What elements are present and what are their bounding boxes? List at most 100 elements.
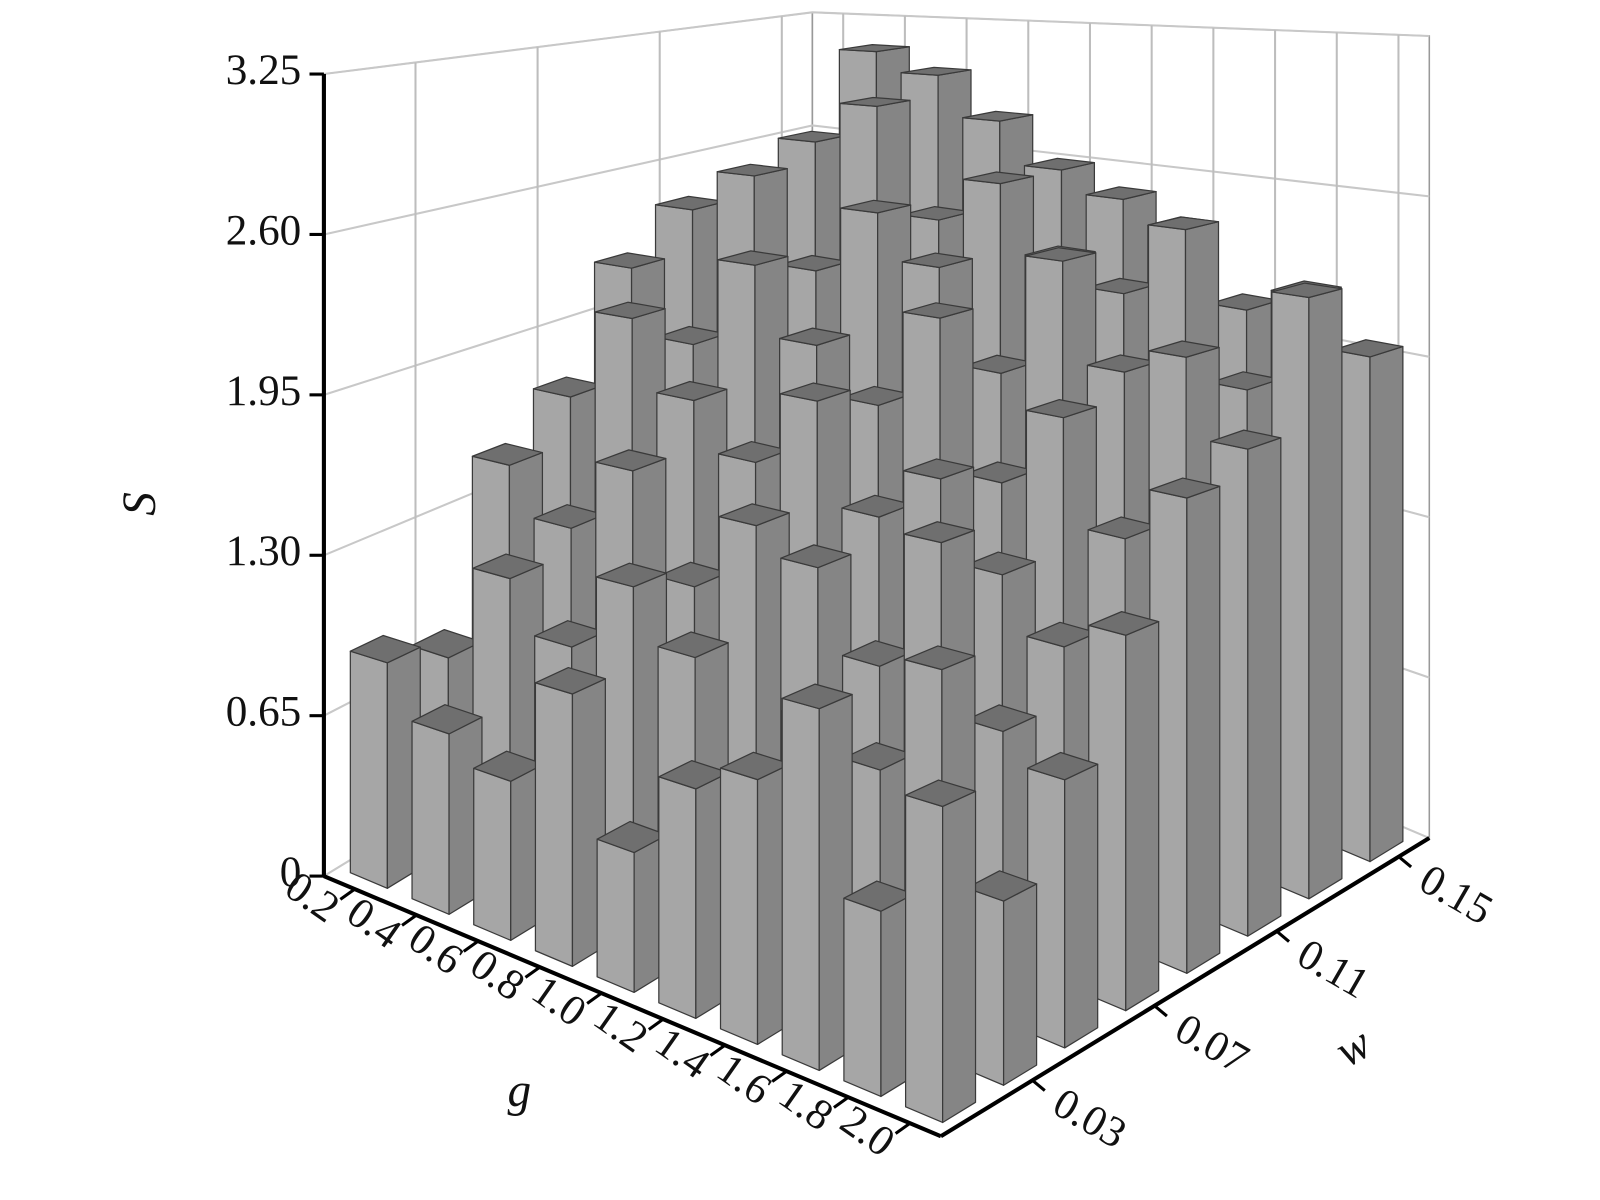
- bar-front: [534, 682, 574, 967]
- bar-top: [656, 380, 728, 402]
- bar-top: [840, 199, 912, 214]
- bar-top: [1148, 340, 1220, 358]
- bar-top: [594, 301, 666, 320]
- bar: [1332, 339, 1404, 863]
- bar-top: [1149, 477, 1221, 499]
- bar: [1210, 429, 1282, 937]
- bar-top: [472, 553, 544, 580]
- bar-side: [1064, 763, 1099, 1049]
- x-tick-label: 2.0: [832, 1097, 903, 1166]
- bar-front: [904, 794, 944, 1124]
- bar-top: [962, 110, 1034, 122]
- bar-side: [1125, 620, 1160, 1012]
- bar-top: [1088, 611, 1160, 636]
- bar: [843, 880, 915, 1098]
- bar: [473, 750, 545, 941]
- bar-top: [903, 521, 975, 544]
- bar-top: [779, 382, 851, 402]
- x-tick: [524, 965, 541, 979]
- bar-side: [1002, 883, 1038, 1086]
- z-tick-label: 1.30: [226, 528, 302, 575]
- bars: [349, 44, 1404, 1124]
- bar-top: [716, 163, 788, 177]
- bar-top: [962, 171, 1035, 185]
- x-tick-label: 1.0: [523, 967, 594, 1036]
- bar-top: [904, 779, 977, 808]
- bar-front: [349, 650, 388, 889]
- bar-top: [657, 631, 729, 659]
- bar-top: [1210, 429, 1282, 450]
- bar: [658, 760, 730, 1020]
- bar-front: [843, 897, 882, 1098]
- bar-top: [411, 704, 483, 735]
- bar-front: [411, 720, 450, 915]
- y-tick: [1275, 930, 1290, 943]
- x-tick: [709, 1043, 726, 1057]
- grid-line: [323, 124, 1430, 236]
- y-tick: [1397, 855, 1413, 869]
- bar: [411, 704, 483, 915]
- x-tick-label: 0.8: [462, 941, 533, 1010]
- bar-top: [900, 66, 972, 76]
- bar-top: [903, 458, 975, 480]
- bar-top: [779, 327, 851, 347]
- bar-top: [965, 870, 1038, 902]
- bar-side: [1369, 345, 1404, 863]
- bar-front: [781, 697, 820, 1072]
- z-axis-label: S: [114, 492, 166, 516]
- bar-top: [901, 252, 973, 269]
- x-tick: [894, 1121, 911, 1135]
- z-tick-label: 2.60: [226, 207, 302, 254]
- bar-top: [780, 544, 852, 569]
- z-tick-label: 0: [280, 849, 302, 896]
- y-tick-label: 0.03: [1045, 1079, 1134, 1157]
- x-tick: [771, 1069, 788, 1083]
- y-tick-label: 0.15: [1411, 856, 1500, 934]
- y-axis: [939, 836, 1431, 1139]
- y-tick: [1031, 1079, 1046, 1092]
- x-tick: [401, 913, 418, 927]
- bar: [1271, 282, 1343, 900]
- x-tick: [462, 939, 480, 953]
- bar-top: [902, 302, 974, 319]
- bar-top: [1271, 282, 1343, 299]
- bar-top: [1027, 751, 1099, 781]
- x-tick-label: 1.2: [585, 993, 656, 1062]
- z-tick-label: 0.65: [226, 689, 302, 736]
- bar: [596, 820, 668, 994]
- x-tick-label: 1.6: [708, 1045, 779, 1114]
- y-axis-label: w: [1327, 1017, 1381, 1078]
- bar-side: [942, 790, 977, 1124]
- bar: [1088, 611, 1160, 1012]
- bar-top: [595, 449, 667, 472]
- bar-front: [719, 767, 759, 1046]
- bar-top: [839, 96, 911, 107]
- bar-front: [596, 838, 635, 994]
- z-tick-label: 3.25: [226, 47, 302, 94]
- bar-top: [838, 44, 910, 53]
- bar-top: [1025, 398, 1097, 419]
- bar-top: [965, 704, 1037, 733]
- bar: [349, 634, 421, 889]
- bar: [781, 683, 853, 1072]
- x-tick: [586, 991, 603, 1005]
- bar-top: [1025, 247, 1097, 262]
- x-tick-label: 1.4: [647, 1019, 718, 1088]
- x-tick-label: 0.4: [338, 889, 409, 958]
- bar-top: [593, 252, 666, 269]
- grid-line: [323, 11, 1430, 76]
- bar-front: [658, 776, 697, 1020]
- bar-top: [1332, 339, 1404, 358]
- x-tick: [833, 1095, 850, 1109]
- bar-top: [718, 503, 790, 527]
- bar-side: [1186, 485, 1221, 974]
- x-tick: [339, 887, 356, 901]
- bar: [1027, 751, 1099, 1049]
- bar-top: [904, 645, 976, 671]
- x-tick-label: 1.8: [770, 1071, 841, 1140]
- bar: [719, 751, 792, 1046]
- bar-top: [1023, 157, 1096, 171]
- bar-top: [964, 551, 1036, 576]
